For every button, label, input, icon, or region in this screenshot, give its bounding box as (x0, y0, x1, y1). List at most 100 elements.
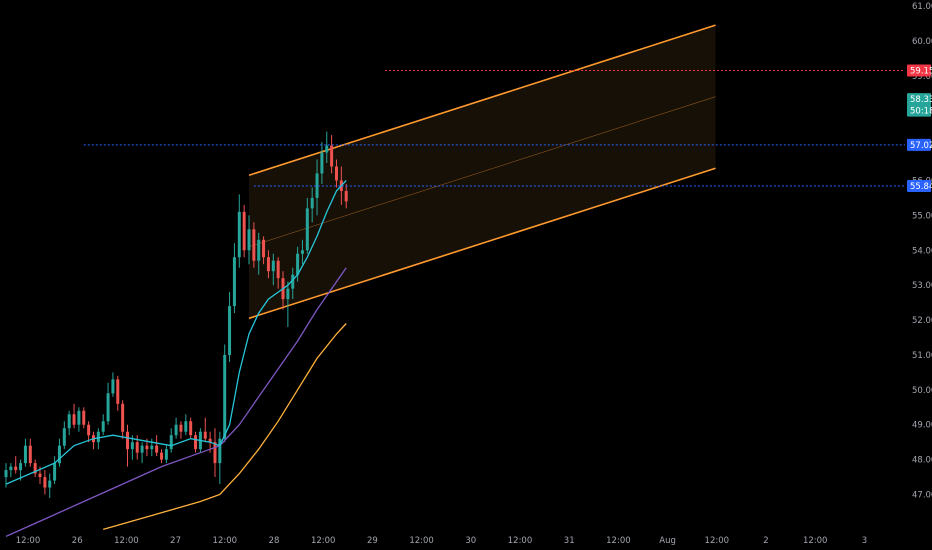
x-tick-label: 28 (269, 536, 280, 546)
candle-body (43, 477, 47, 488)
candle (257, 232, 261, 275)
candle (67, 410, 71, 436)
candle-body (126, 431, 129, 450)
candle-body (62, 428, 66, 446)
candle (266, 250, 270, 279)
candle-body (325, 145, 329, 153)
candle (334, 159, 338, 188)
candle (325, 131, 329, 164)
ma-slow-line (103, 323, 347, 531)
candle (111, 372, 115, 397)
channel-middle-line (248, 96, 716, 248)
candle-body (208, 438, 212, 443)
y-tick-label: 49.00 (912, 421, 932, 431)
level-tag-bg (907, 180, 931, 193)
x-tick-label: 29 (367, 536, 378, 546)
candle (164, 445, 168, 464)
candle (57, 438, 61, 467)
candle-body (194, 435, 198, 450)
candle-body (189, 421, 193, 436)
candle-body (96, 431, 100, 443)
candle-body (53, 463, 57, 481)
candle-body (237, 211, 241, 258)
candle-body (232, 257, 236, 307)
y-tick-label: 53.00 (912, 281, 932, 291)
candle (189, 417, 193, 439)
horizontal-levels (83, 70, 905, 187)
candle (194, 431, 198, 453)
x-tick-label: 12:00 (114, 536, 139, 546)
candle (223, 344, 227, 443)
ma-mid-line (5, 267, 347, 537)
candle (242, 204, 246, 258)
candle (140, 442, 144, 464)
candle-body (203, 431, 207, 439)
y-tick-label: 47.00 (912, 491, 932, 501)
candle (121, 400, 125, 439)
candle (116, 375, 120, 411)
candle-body (87, 424, 91, 436)
candle (14, 456, 18, 474)
x-tick-label: 3 (862, 536, 867, 546)
x-tick-label: 12:00 (16, 536, 41, 546)
candle-body (14, 466, 18, 471)
candle (82, 407, 86, 429)
candle-body (315, 173, 319, 198)
candle-body (155, 445, 159, 453)
moving-averages (5, 180, 347, 537)
candle (179, 421, 183, 439)
candle-body (160, 452, 164, 460)
x-tick-label: Aug (659, 536, 676, 546)
x-tick-label: 12:00 (213, 536, 238, 546)
candle (28, 438, 32, 467)
candle-body (4, 470, 8, 478)
candle (43, 470, 47, 495)
candle (262, 236, 266, 265)
candle-body (252, 229, 256, 261)
level-tag-bg (907, 64, 931, 77)
candle-body (150, 445, 154, 450)
candle-body (116, 379, 120, 404)
candle-body (28, 445, 32, 464)
candle-body (121, 403, 125, 432)
candle (62, 421, 66, 450)
candle (77, 407, 81, 432)
candle (23, 438, 27, 467)
candle (320, 142, 324, 184)
candle (291, 267, 295, 300)
candle (174, 417, 178, 439)
price-tag-bg (907, 104, 931, 117)
candle (96, 428, 100, 450)
price-axis: 61.0060.0059.0058.0057.0056.0055.0054.00… (907, 2, 932, 501)
candle-body (135, 442, 139, 453)
candle-body (310, 197, 314, 209)
candle-body (77, 410, 81, 425)
candle (48, 473, 52, 499)
y-tick-label: 61.00 (912, 2, 932, 12)
candle-body (169, 435, 173, 450)
x-tick-label: 12:00 (606, 536, 631, 546)
candle-body (334, 166, 338, 181)
candle-body (218, 438, 222, 464)
candle (169, 428, 173, 453)
candle (184, 414, 188, 436)
candle-body (38, 473, 42, 478)
candle-body (140, 445, 144, 453)
candle (218, 431, 222, 485)
candle-body (228, 306, 232, 355)
candle (247, 215, 251, 265)
candle-body (300, 250, 304, 254)
candle-body (257, 239, 261, 261)
candle (9, 463, 13, 478)
level-tag: 59.15 (910, 67, 932, 77)
candle (53, 456, 57, 485)
candle-body (266, 257, 270, 272)
price-tag-bg (907, 93, 931, 106)
candle-body (320, 152, 324, 174)
candle-body (33, 463, 37, 474)
candle-body (48, 480, 52, 488)
candle-body (305, 208, 309, 251)
x-tick-label: 12:00 (803, 536, 828, 546)
